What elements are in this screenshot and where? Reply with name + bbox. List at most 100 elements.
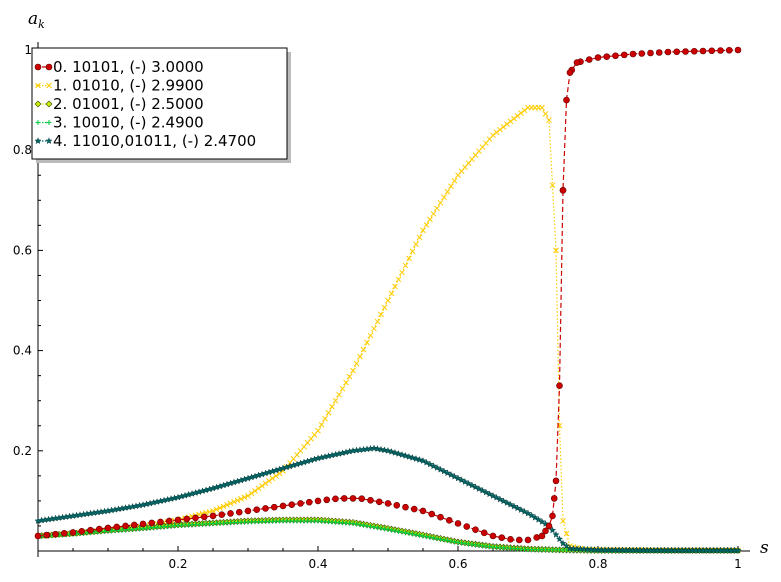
data-point xyxy=(364,523,370,529)
data-point xyxy=(548,526,557,534)
legend-label: 1. 01010, (-) 2.9900 xyxy=(53,77,204,95)
data-point xyxy=(340,495,348,502)
data-point xyxy=(426,460,434,468)
data-point xyxy=(448,183,454,190)
data-point xyxy=(450,472,459,480)
data-point xyxy=(437,513,444,521)
data-point xyxy=(329,403,335,410)
data-point xyxy=(192,514,199,522)
data-point xyxy=(542,111,549,117)
x-tick-label: 0.4 xyxy=(308,557,327,571)
data-point xyxy=(354,521,359,527)
legend-entry-4: 4. 11010,01011, (-) 2.4700 xyxy=(34,132,256,150)
data-point xyxy=(430,210,437,217)
data-point xyxy=(419,457,427,464)
data-point xyxy=(549,182,556,189)
data-point xyxy=(231,499,237,505)
data-point xyxy=(447,471,455,478)
data-point xyxy=(377,445,385,453)
data-point xyxy=(385,297,391,304)
data-point xyxy=(392,283,398,290)
data-point xyxy=(343,379,349,386)
data-point xyxy=(550,495,558,502)
data-point xyxy=(270,503,278,511)
data-point xyxy=(498,534,506,541)
legend-entry-3: 3. 10010, (-) 2.4900 xyxy=(35,114,204,132)
data-point xyxy=(441,537,447,543)
data-point xyxy=(511,115,517,122)
data-point xyxy=(420,533,426,539)
data-point xyxy=(485,490,494,498)
legend-entry-0: 0. 10101, (-) 3.0000 xyxy=(34,58,204,76)
data-point xyxy=(350,520,356,526)
data-point xyxy=(514,113,521,119)
data-point xyxy=(436,465,445,473)
data-point xyxy=(431,535,436,541)
data-point xyxy=(336,391,342,398)
data-point xyxy=(244,507,252,515)
data-point xyxy=(725,46,733,54)
data-point xyxy=(463,523,471,530)
data-point xyxy=(437,199,444,206)
data-point xyxy=(315,427,321,434)
data-point xyxy=(130,521,138,529)
data-point xyxy=(174,516,182,524)
data-point xyxy=(471,483,480,491)
data-point xyxy=(305,498,313,506)
data-point xyxy=(113,523,121,531)
data-point xyxy=(218,511,226,518)
data-point xyxy=(500,124,507,130)
data-point xyxy=(562,542,571,550)
data-point xyxy=(391,449,399,456)
y-tick-label: 0.8 xyxy=(13,143,32,157)
data-point xyxy=(78,528,86,535)
data-point xyxy=(393,501,401,509)
data-point xyxy=(262,480,269,487)
data-point xyxy=(517,506,525,513)
data-point xyxy=(682,48,689,55)
data-point xyxy=(255,485,262,492)
data-point xyxy=(314,497,322,505)
data-point xyxy=(489,532,497,540)
data-point xyxy=(620,51,628,59)
data-point xyxy=(603,53,611,60)
data-point xyxy=(556,382,563,389)
data-point xyxy=(560,518,566,524)
data-point xyxy=(122,522,129,530)
data-point xyxy=(358,495,366,503)
data-point xyxy=(475,485,483,492)
y-tick-label: 1 xyxy=(24,43,32,57)
legend-label: 4. 11010,01011, (-) 2.4700 xyxy=(53,132,256,150)
data-point xyxy=(524,509,532,517)
data-point xyxy=(241,494,248,501)
data-point xyxy=(717,47,724,54)
data-point xyxy=(410,531,415,537)
data-point xyxy=(378,525,384,531)
data-point xyxy=(489,492,497,499)
data-point xyxy=(35,82,41,89)
data-point xyxy=(499,497,508,505)
x-tick-label: 0.6 xyxy=(448,557,467,571)
data-point xyxy=(546,117,552,123)
data-point xyxy=(227,500,234,507)
data-point xyxy=(60,530,68,537)
data-point xyxy=(461,478,469,485)
data-point xyxy=(234,497,241,504)
data-point xyxy=(367,496,374,504)
data-point xyxy=(506,500,515,508)
data-point xyxy=(503,499,511,506)
data-point xyxy=(34,137,42,145)
data-point xyxy=(507,536,514,543)
data-point xyxy=(441,194,447,201)
data-point xyxy=(629,50,637,58)
data-point xyxy=(95,525,103,533)
data-point xyxy=(445,517,453,524)
data-point xyxy=(504,121,510,128)
series-line xyxy=(37,447,738,552)
legend-label: 3. 10010, (-) 2.4900 xyxy=(53,114,204,132)
data-point xyxy=(346,373,353,380)
data-point xyxy=(349,495,357,502)
data-point xyxy=(378,311,384,318)
data-point xyxy=(35,120,41,125)
data-point xyxy=(46,120,52,125)
